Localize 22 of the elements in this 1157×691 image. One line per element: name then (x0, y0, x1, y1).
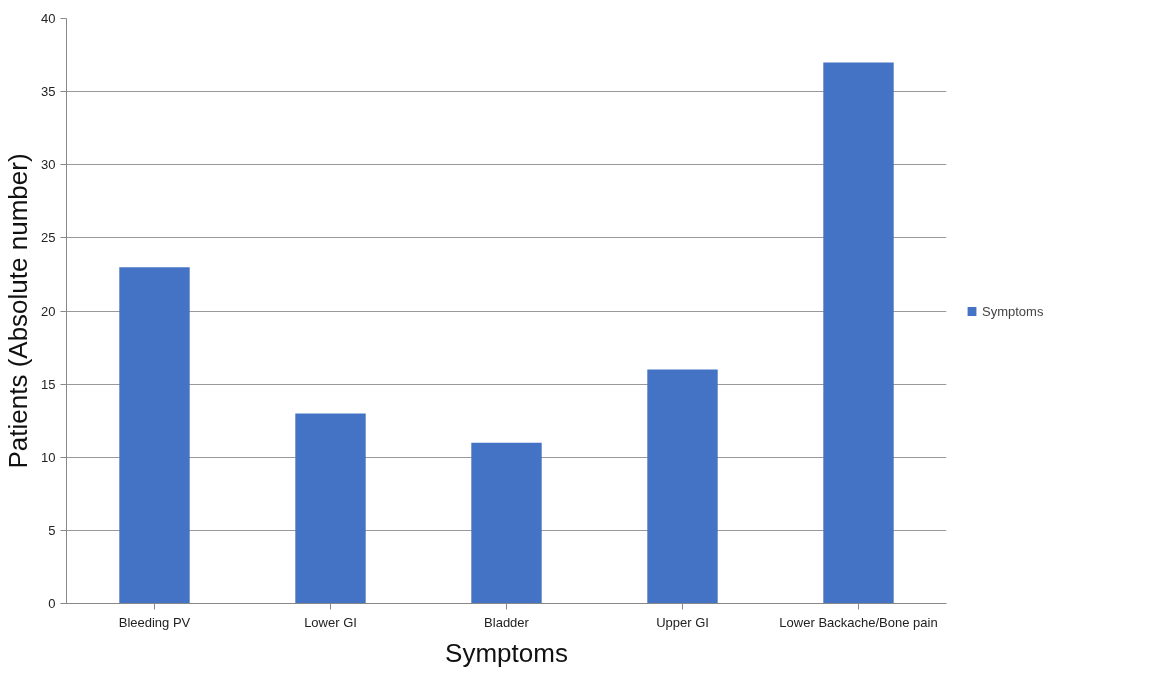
y-tick-label: 0 (48, 596, 56, 611)
x-tick-label: Lower GI (304, 614, 357, 630)
y-tick-label: 20 (41, 303, 56, 319)
y-tick-label: 25 (41, 230, 56, 246)
y-tick-label: 10 (41, 449, 56, 465)
legend-label: Symptoms (982, 303, 1044, 318)
y-axis-title: Patients (Absolute number) (3, 153, 34, 469)
bar (471, 442, 542, 604)
bar (647, 369, 718, 604)
x-tick-label: Upper GI (656, 614, 709, 630)
y-tick-label: 40 (41, 11, 56, 26)
y-tick-label: 35 (41, 84, 56, 100)
x-tick-label: Bleeding PV (118, 614, 191, 630)
x-tick-label: Lower Backache/Bone pain (779, 614, 938, 630)
x-axis-title: Symptoms (445, 637, 568, 668)
x-tick-label: Bladder (484, 614, 530, 630)
bar (823, 62, 894, 604)
y-tick-label: 15 (41, 376, 56, 392)
bar (295, 413, 366, 604)
y-tick-label: 30 (41, 157, 56, 173)
y-tick-label: 5 (48, 522, 56, 538)
bar (119, 267, 190, 604)
